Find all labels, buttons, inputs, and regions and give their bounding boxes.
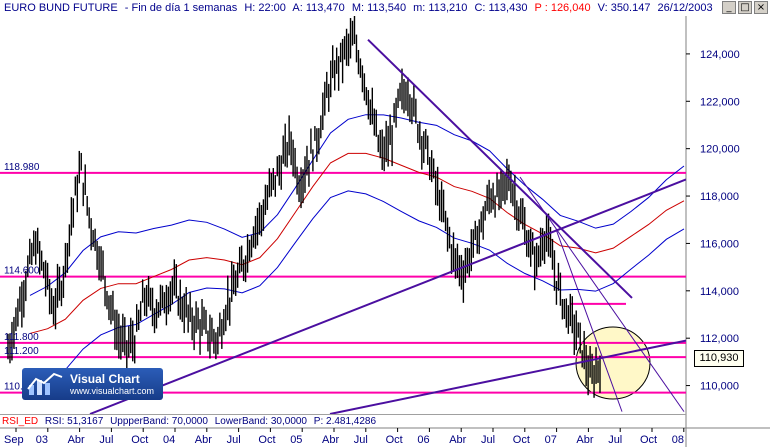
x-tick-label: Jul — [227, 434, 241, 446]
moving-average-line — [29, 152, 685, 334]
y-tick-label: 124,000 — [700, 49, 740, 61]
p-value: P : 126,040 — [534, 2, 591, 14]
x-tick-label: Abr — [322, 434, 339, 446]
max-value: M: 113,540 — [351, 2, 407, 14]
upper-band-value: UppperBand: 70,0000 — [110, 416, 208, 427]
x-tick-label: Oct — [131, 434, 148, 446]
trendline — [555, 229, 623, 412]
x-tick-label: Jul — [354, 434, 368, 446]
level-label: 118.980 — [4, 162, 40, 173]
min-value: m: 113,210 — [413, 2, 468, 14]
visual-chart-logo: Visual Chart www.visualchart.com — [22, 368, 163, 400]
x-tick-label: Abr — [449, 434, 466, 446]
x-tick-label: 08 — [672, 434, 684, 446]
x-tick-label: Abr — [576, 434, 593, 446]
x-tick-label: Jul — [608, 434, 622, 446]
indicator-bar: RSI_ED RSI: 51,3167 UppperBand: 70,0000 … — [0, 414, 686, 429]
trendline — [329, 339, 686, 414]
open-value: A: 113,470 — [292, 2, 345, 14]
x-tick-label: 07 — [545, 434, 557, 446]
x-tick-label: Oct — [640, 434, 657, 446]
title-bar: EURO BUND FUTURE - Fin de día 1 semanas … — [0, 0, 770, 16]
volume-value: V: 350.147 — [597, 2, 651, 14]
x-tick-label: Jul — [481, 434, 495, 446]
close-value: C: 113,430 — [474, 2, 528, 14]
level-label: 111.200 — [4, 346, 39, 357]
current-price-tag: 110,930 — [694, 350, 744, 367]
logo-title: Visual Chart — [70, 372, 140, 386]
indicator-name[interactable]: RSI_ED — [2, 416, 39, 427]
x-tick-label: 04 — [163, 434, 175, 446]
logo-url: www.visualchart.com — [70, 386, 155, 396]
level-label: 110.000 — [4, 382, 40, 393]
upper-band-line — [29, 114, 685, 296]
y-tick-label: 122,000 — [700, 96, 740, 108]
y-tick-label: 116,000 — [700, 238, 739, 250]
period-label: Fin de día 1 semanas — [131, 2, 238, 14]
x-tick-label: Abr — [68, 434, 85, 446]
y-tick-label: 114,000 — [700, 286, 739, 298]
y-tick-label: 118,000 — [700, 191, 739, 203]
level-label: 114.600 — [4, 266, 40, 277]
rsi-value: RSI: 51,3167 — [44, 416, 104, 427]
minimize-button[interactable]: _ — [722, 1, 736, 14]
logo-chart-icon — [27, 372, 63, 395]
p-indicator-value: P: 2.481,4286 — [313, 416, 377, 427]
x-tick-label: Oct — [513, 434, 530, 446]
hour-value: H: 22:00 — [244, 2, 286, 14]
x-tick-label: Jul — [99, 434, 113, 446]
x-tick-label: 03 — [36, 434, 48, 446]
x-tick-label: Oct — [258, 434, 275, 446]
x-tick-label: Abr — [195, 434, 212, 446]
x-tick-label: Oct — [386, 434, 403, 446]
instrument-name: EURO BUND FUTURE — [4, 2, 118, 14]
y-tick-label: 110,000 — [700, 381, 739, 393]
trendline — [89, 178, 686, 414]
lower-band-value: LowerBand: 30,0000 — [214, 416, 307, 427]
date-value: 26/12/2003 — [657, 2, 713, 14]
y-tick-label: 112,000 — [700, 333, 739, 345]
trendline — [519, 176, 685, 412]
y-tick-label: 120,000 — [700, 144, 740, 156]
x-tick-label: 05 — [290, 434, 302, 446]
x-tick-label: 06 — [417, 434, 429, 446]
level-label: 111.800 — [4, 332, 39, 343]
trendline — [367, 38, 633, 299]
close-button[interactable]: × — [754, 1, 768, 14]
x-tick-label: Sep — [4, 434, 24, 446]
maximize-button[interactable]: □ — [738, 1, 752, 14]
